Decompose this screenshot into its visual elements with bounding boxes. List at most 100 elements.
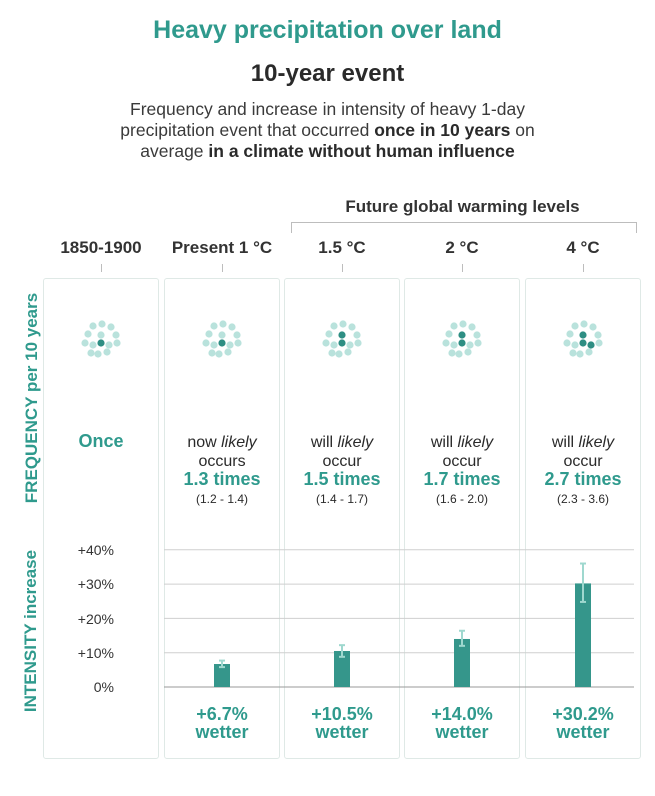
event-dot: [205, 330, 213, 338]
y-tick-label: +40%: [77, 542, 114, 558]
event-dot-occurring: [587, 341, 595, 349]
column-header-1-5: 1.5 °C: [318, 238, 366, 257]
chart-title: Heavy precipitation over land: [153, 16, 502, 44]
y-tick-label: +10%: [77, 645, 114, 661]
column-tick: [101, 264, 102, 272]
event-dot-occurring: [338, 339, 346, 347]
event-dot: [234, 339, 242, 347]
panel-present: [164, 278, 280, 759]
event-dot: [576, 350, 584, 358]
intensity-label-4: +30.2% wetter: [552, 704, 614, 742]
frequency-text-4: will likely occur: [551, 434, 615, 470]
y-tick-label: 0%: [93, 679, 114, 695]
event-dot: [325, 330, 333, 338]
frequency-text-1-5: will likely occur: [310, 434, 374, 470]
event-dot: [233, 331, 241, 339]
event-dot: [569, 349, 577, 357]
event-dot: [571, 341, 579, 349]
event-dot: [595, 339, 603, 347]
event-dot-occurring: [97, 339, 105, 347]
event-dot: [208, 349, 216, 357]
event-dot: [98, 320, 106, 328]
event-dot: [97, 331, 105, 339]
event-dot: [348, 323, 356, 331]
intensity-label-2: +14.0% wetter: [431, 704, 493, 742]
future-warming-label: Future global warming levels: [345, 197, 580, 216]
panel-2: [404, 278, 520, 759]
event-dot: [215, 350, 223, 358]
event-dot: [594, 331, 602, 339]
frequency-once: Once: [78, 431, 124, 451]
event-dot: [339, 320, 347, 328]
event-dot: [566, 330, 574, 338]
intensity-bar: [214, 664, 230, 687]
future-bracket: [291, 222, 637, 233]
event-dot: [330, 322, 338, 330]
column-header-4: 4 °C: [566, 238, 600, 257]
frequency-times-2: 1.7 times: [423, 469, 501, 489]
event-dot: [448, 349, 456, 357]
column-tick: [583, 264, 584, 272]
event-dot: [344, 348, 352, 356]
event-dot: [112, 331, 120, 339]
intensity-bar: [334, 650, 350, 687]
event-dot: [107, 323, 115, 331]
event-dot: [113, 339, 121, 347]
frequency-times-1-5: 1.5 times: [303, 469, 381, 489]
panel-4: [525, 278, 641, 759]
event-dot: [589, 323, 597, 331]
event-dot: [450, 341, 458, 349]
event-dot: [202, 339, 210, 347]
event-dot: [455, 350, 463, 358]
event-dot-occurring: [218, 339, 226, 347]
intensity-label-1-5: +10.5% wetter: [311, 704, 373, 742]
panel-baseline: [43, 278, 159, 759]
event-dot: [219, 320, 227, 328]
event-dot: [468, 323, 476, 331]
column-tick: [222, 264, 223, 272]
event-dot-occurring: [458, 339, 466, 347]
event-dot: [84, 330, 92, 338]
frequency-text-2: will likely occur: [430, 434, 494, 470]
event-dot: [580, 320, 588, 328]
event-dot: [563, 339, 571, 347]
event-dot: [464, 348, 472, 356]
event-dot: [322, 339, 330, 347]
event-dot: [105, 341, 113, 349]
event-dot: [89, 341, 97, 349]
frequency-text-present: now likely occurs: [187, 434, 257, 470]
event-dot: [346, 341, 354, 349]
event-dot: [353, 331, 361, 339]
description-line-2: precipitation event that occurred once i…: [120, 120, 535, 140]
event-dot: [450, 322, 458, 330]
frequency-times-4: 2.7 times: [544, 469, 622, 489]
event-dot: [224, 348, 232, 356]
description-line-3: average in a climate without human influ…: [140, 141, 515, 161]
event-dot: [226, 341, 234, 349]
event-dot: [89, 322, 97, 330]
frequency-dots-present: [202, 320, 242, 358]
event-dot-occurring: [338, 331, 346, 339]
frequency-range-2: (1.6 - 2.0): [435, 492, 489, 506]
description-line-1: Frequency and increase in intensity of h…: [130, 99, 525, 119]
event-dot-occurring: [458, 331, 466, 339]
frequency-times-present: 1.3 times: [183, 469, 261, 489]
chart-subtitle: 10-year event: [250, 60, 405, 87]
intensity-bar: [575, 583, 591, 687]
event-dot: [466, 341, 474, 349]
frequency-range-present: (1.2 - 1.4): [195, 492, 249, 506]
frequency-dots-1-5: [322, 320, 362, 358]
column-header-2: 2 °C: [445, 238, 479, 257]
event-dot: [94, 350, 102, 358]
event-dot: [335, 350, 343, 358]
event-dot: [571, 322, 579, 330]
event-dot: [442, 339, 450, 347]
frequency-dots-2: [442, 320, 482, 358]
event-dot: [210, 322, 218, 330]
event-dot: [354, 339, 362, 347]
event-dot: [81, 339, 89, 347]
event-dot: [228, 323, 236, 331]
frequency-dots-4: [563, 320, 603, 358]
chart-description: Frequency and increase in intensity of h…: [60, 99, 595, 162]
